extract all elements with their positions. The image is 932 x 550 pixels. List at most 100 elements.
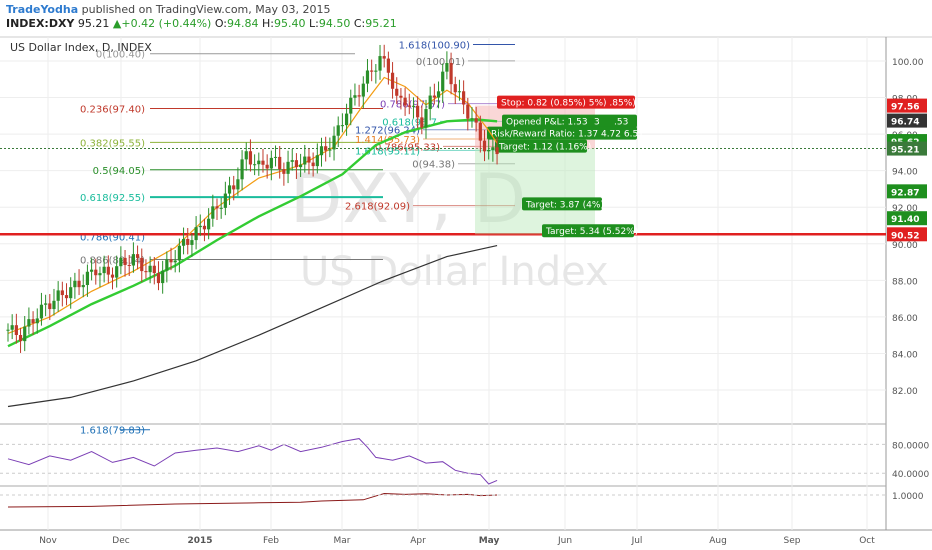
osc-tick-label: 80.0000: [892, 441, 929, 451]
candle-body: [94, 269, 98, 276]
ma-line-2: [7, 118, 498, 348]
opened-pl-badge: Opened P&L: 1.53: [506, 118, 588, 128]
candle-body: [403, 97, 407, 106]
candle-body: [223, 193, 227, 208]
target-badge-1: Target: 1.12 (1.16%): [498, 143, 591, 153]
candle-body: [85, 271, 90, 286]
fib-label: 0.786(90.41): [80, 232, 145, 243]
candle-body: [336, 125, 340, 136]
time-tick-label: Nov: [39, 536, 57, 546]
candle-body: [328, 149, 332, 151]
candle-body: [236, 179, 240, 190]
candle-body: [386, 58, 390, 73]
trade-box[interactable]: Stop: 0.82 (0.85%) 5%) .85%) Opened P&L: …: [475, 95, 644, 238]
ma-line-3: [7, 245, 498, 408]
candle-body: [344, 113, 349, 126]
open-value: 94.84: [227, 17, 259, 30]
candle-body: [374, 70, 378, 72]
candle-body: [303, 156, 307, 165]
candle-body: [428, 95, 432, 110]
time-tick-label: Jun: [557, 536, 572, 546]
fib-ext-label: 0(94.38): [412, 160, 455, 171]
oscillator-line: [7, 438, 498, 485]
candle-body: [215, 206, 219, 209]
price-badge: 91.40: [891, 215, 919, 225]
time-tick-label: Feb: [263, 536, 279, 546]
price-badge: 97.56: [891, 103, 919, 113]
price-badge-bg: [887, 227, 927, 242]
candle-body: [98, 273, 102, 276]
candle-body: [173, 260, 177, 263]
candle-body: [186, 238, 190, 245]
candle-body: [77, 280, 81, 288]
target-badge-2: Target: 3.87 (4%): [525, 200, 604, 210]
candle-body: [365, 70, 370, 84]
candle-body: [390, 72, 395, 89]
candle-body: [445, 63, 449, 72]
candle-body: [211, 206, 215, 219]
candle-body: [470, 118, 474, 120]
candle-body: [165, 259, 169, 271]
candle-body: [194, 227, 198, 241]
candle-body: [424, 109, 428, 128]
candle-body: [332, 135, 336, 150]
time-axis: Nov Dec 2015 Feb Mar Apr May Jun Jul Aug Sep Oct: [39, 536, 875, 546]
candle-body: [115, 266, 119, 278]
price-badge: 92.87: [891, 188, 919, 198]
candle-body: [14, 325, 18, 336]
candle-body: [90, 269, 94, 272]
target-badge-3-bg: [542, 224, 634, 238]
symbol-label: INDEX:DXY: [6, 17, 75, 30]
candle-body: [10, 325, 14, 330]
candle-body: [487, 150, 491, 152]
candle-body: [190, 240, 194, 245]
candle-body: [378, 56, 382, 71]
candle-body: [60, 290, 64, 296]
fib-ext-label: 1.618(95.11): [355, 146, 420, 157]
price-change: +0.42 (+0.44%): [121, 17, 212, 30]
fib-ext-label: 0.618(96.7: [382, 117, 437, 128]
candle-body: [156, 273, 161, 284]
candle-body: [18, 335, 23, 342]
time-tick-label: May: [479, 536, 500, 546]
fib-label: 0.382(95.55): [80, 138, 145, 149]
candle-body: [491, 147, 495, 151]
fib-ext-label: 1.618(100.90): [399, 41, 471, 52]
candle-body: [286, 161, 290, 174]
candle-body: [73, 280, 77, 288]
candle-body: [135, 254, 140, 258]
open-label: O:: [214, 17, 227, 30]
candle-body: [248, 151, 253, 165]
candle-body: [261, 160, 265, 165]
candle-body: [27, 319, 31, 327]
price-tick-label: 90.00: [892, 241, 918, 251]
candle-body: [411, 105, 416, 107]
candle-body: [395, 88, 399, 96]
candle-body: [353, 95, 357, 98]
candle-body: [315, 155, 319, 167]
time-tick-label: Oct: [859, 536, 875, 546]
watermark-symbol: DXY, D: [290, 160, 526, 239]
candle-body: [416, 105, 420, 118]
target-badge-1-bg: [495, 139, 587, 153]
candle-body: [148, 265, 152, 273]
target-badge-2-bg: [522, 197, 602, 211]
time-tick-label: Jul: [631, 536, 643, 546]
candle-body: [119, 257, 123, 267]
candle-body: [140, 257, 144, 272]
candle-body: [482, 140, 487, 152]
candle-body: [219, 207, 223, 209]
fib-ext-label: 2.618(92.09): [345, 202, 410, 213]
candle-body: [311, 162, 315, 167]
author-name[interactable]: TradeYodha: [6, 3, 79, 16]
candle-body: [307, 156, 311, 163]
stop-badge-bg: [497, 95, 635, 109]
fib-label: 0.236(97.40): [80, 105, 145, 116]
price-tick-label: 88.00: [892, 277, 918, 287]
stop-badge: Stop: 0.82 (0.85%) 5%) .85%): [501, 99, 636, 109]
quote-line: INDEX:DXY 95.21 ▲+0.42 (+0.44%) O:94.84 …: [6, 17, 397, 30]
price-badge-bg: [887, 211, 927, 226]
candle-body: [441, 71, 445, 92]
candle-body: [161, 270, 165, 284]
